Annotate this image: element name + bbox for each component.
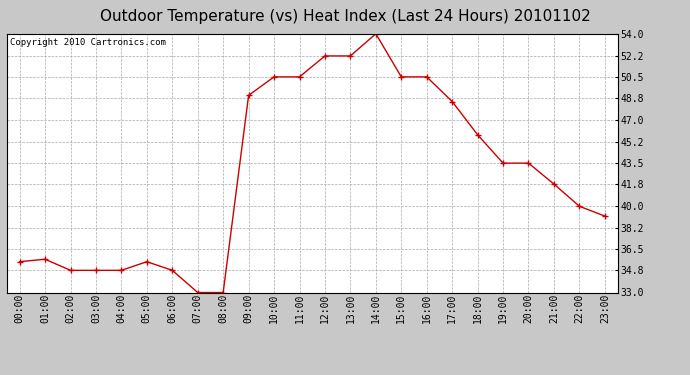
Text: Copyright 2010 Cartronics.com: Copyright 2010 Cartronics.com <box>10 38 166 46</box>
Text: Outdoor Temperature (vs) Heat Index (Last 24 Hours) 20101102: Outdoor Temperature (vs) Heat Index (Las… <box>99 9 591 24</box>
